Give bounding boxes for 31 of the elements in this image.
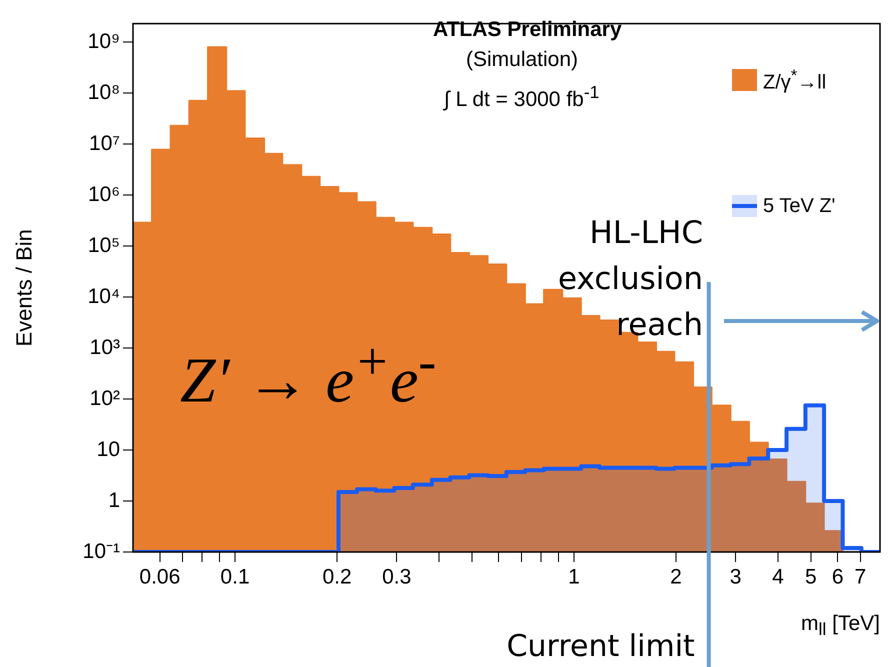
x-tick-label: 0.2 [322, 565, 352, 588]
y-tick-label: 10² [90, 386, 120, 410]
y-tick-label: 10⁷ [89, 132, 120, 155]
x-tick-label: 4 [772, 565, 784, 588]
x-tick-label: 0.3 [382, 565, 412, 588]
y-axis-title: Events / Bin [11, 229, 36, 346]
y-tick-label: 10⁵ [88, 234, 120, 257]
y-tick-label: 10⁸ [88, 80, 120, 104]
legend-label: 5 TeV Z' [763, 194, 836, 218]
x-tick-label: 3 [730, 565, 742, 588]
x-tick-label: 5 [804, 565, 817, 588]
x-tick-label: 7 [854, 565, 866, 588]
legend-label: Z/γ$^{*}$→ll [763, 66, 826, 95]
y-tick-label: 10³ [90, 336, 120, 359]
x-tick-label: 0.1 [220, 565, 250, 588]
annotation: (Simulation) [466, 48, 578, 72]
x-axis-title: m$_{ll}$ [TeV] [801, 612, 880, 640]
annotation: Z′ → e$^{+}$e$^{-}$ [180, 330, 436, 418]
x-tick-label: 2 [670, 565, 682, 588]
y-tick-label: 10⁹ [88, 30, 120, 53]
x-tick-label: 1 [568, 565, 580, 588]
x-tick-label: 0.06 [139, 565, 180, 588]
y-tick-label: 10⁻¹ [82, 540, 120, 563]
y-tick-label: 10⁶ [88, 182, 120, 206]
y-tick-label: 10⁴ [88, 284, 120, 308]
y-tick-label: 1 [108, 488, 120, 512]
x-tick-label: 6 [832, 565, 844, 588]
ref-line-label: Current limit [506, 628, 696, 664]
annotation: HL-LHC exclusion reach [556, 214, 703, 345]
y-tick-label: 10 [96, 438, 120, 461]
annotation: ∫ L dt = 3000 fb$^{-1}$ [444, 82, 600, 112]
